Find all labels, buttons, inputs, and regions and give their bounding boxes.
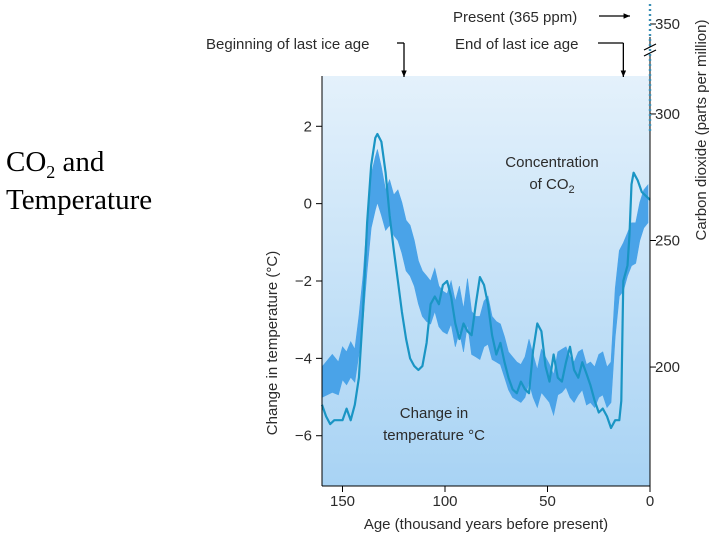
y-left-tick-label: 0 — [304, 196, 312, 213]
y-left-tick-label: −2 — [295, 273, 312, 290]
co2-series-label-line1: Concentration — [505, 154, 598, 171]
slide-title-line1: CO2 and — [6, 146, 105, 182]
y-right-tick-label: 250 — [655, 233, 680, 250]
y-left-tick-label: −4 — [295, 350, 312, 367]
axis-break-mark-2 — [643, 49, 657, 57]
co2-concentration-band — [321, 149, 649, 417]
temp-series-label-line2: temperature °C — [383, 427, 485, 444]
x-axis-label: Age (thousand years before present) — [364, 516, 608, 533]
end-ice-age-arrow-head — [620, 70, 627, 77]
y-right-tick-label: 200 — [655, 359, 680, 376]
y-axis-left-label: Change in temperature (°C) — [264, 251, 281, 435]
annotation-end-ice-age: End of last ice age — [455, 36, 578, 53]
present-arrow-head — [623, 13, 630, 19]
y-axis-right-label: Carbon dioxide (parts per million) — [693, 20, 710, 241]
co2-series-label-line2: of CO2 — [529, 176, 574, 196]
plot-panel — [322, 76, 650, 486]
y-left-tick-label: 2 — [304, 118, 312, 135]
chart-marks: 150 100 50 0 2 0 −2 −4 −6 200 250 300 350 — [295, 4, 680, 510]
annotation-present: Present (365 ppm) — [453, 9, 577, 26]
temperature-line — [320, 132, 651, 430]
slide-title: CO2 and Temperature — [6, 143, 152, 219]
beginning-ice-age-arrow-head — [401, 70, 407, 77]
x-tick-label: 50 — [539, 493, 556, 510]
slide-title-line2: Temperature — [6, 184, 153, 216]
x-tick-label: 0 — [646, 493, 654, 510]
y-right-tick-label: 300 — [655, 106, 680, 123]
y-right-break-tick-label: 350 — [655, 16, 680, 33]
axis-break-mark-1 — [643, 43, 657, 51]
x-tick-label: 150 — [330, 493, 355, 510]
annotation-beginning-ice-age: Beginning of last ice age — [206, 36, 369, 53]
temp-series-label-line1: Change in — [400, 405, 468, 422]
x-tick-label: 100 — [432, 493, 457, 510]
y-left-tick-label: −6 — [295, 428, 312, 445]
